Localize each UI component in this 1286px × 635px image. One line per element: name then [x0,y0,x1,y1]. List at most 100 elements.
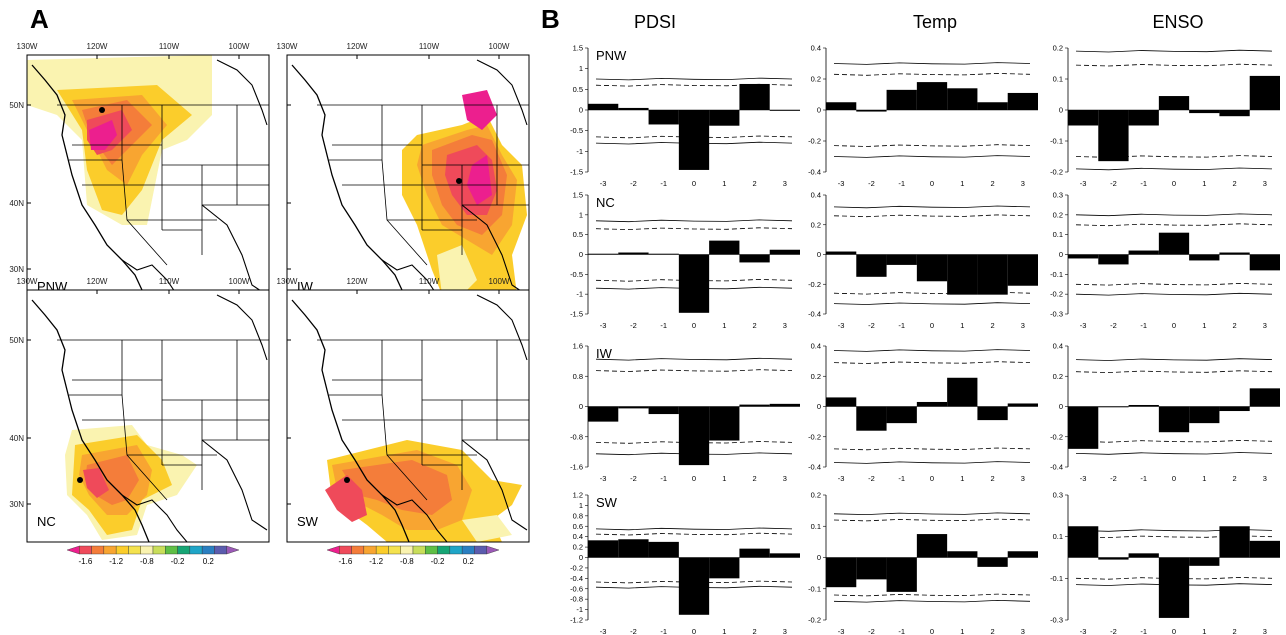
x-tick-label: 0 [1172,627,1176,635]
lon-label: 100W [489,42,510,51]
colorbar-cell [140,545,154,555]
map-frame [286,289,530,543]
x-tick-label: -1 [898,627,905,635]
bar [588,406,619,422]
lon-label: 110W [159,42,180,51]
y-tick-label: 0 [817,553,821,562]
x-tick-label: 3 [783,474,787,483]
y-tick-label: 0.1 [1053,75,1063,84]
x-tick-label: 3 [783,627,787,635]
lake-shore [216,59,268,126]
lower-95-line [1075,282,1273,286]
colorbar-cell [437,545,451,555]
x-tick-label: 1 [960,474,964,483]
x-tick-label: 2 [990,179,994,188]
bar [1219,526,1250,558]
colorbar-tick: 0.2 [203,557,215,566]
bar [856,254,887,277]
bar [618,539,649,558]
x-tick-label: 1 [1202,474,1206,483]
y-tick-label: 0 [1059,250,1063,259]
x-tick-label: 3 [1021,321,1025,330]
y-tick-label: -0.2 [1050,432,1063,441]
y-tick-label: -0.2 [1050,290,1063,299]
lake-shore [476,59,528,126]
chart-sw-enso: 0.3 0.1 -0.1 -0.3 -3 -2 -1 0 1 2 3 [1050,491,1280,635]
y-tick-label: 0.4 [811,191,821,200]
y-tick-label: -0.1 [808,584,821,593]
x-tick-label: 2 [990,474,994,483]
colorbar-cell [461,545,475,555]
bar [618,252,649,255]
bar [1007,92,1038,110]
bar [826,557,857,588]
x-tick-label: 1 [960,179,964,188]
contour-fill [83,468,109,498]
bar [916,82,948,110]
y-tick-label: 1.5 [573,191,583,200]
bar [1189,406,1220,424]
bar [977,406,1008,421]
lat-label: 50N [9,101,24,110]
map-content [287,55,529,307]
map-content [287,290,529,542]
upper-99-line [1075,213,1273,217]
chart-sw-temp: 0.2 0.1 0 -0.1 -0.2 -3 -2 -1 0 1 2 3 [808,491,1038,635]
map-region-label: SW [297,514,319,529]
bar [826,251,857,255]
y-tick-label: 0.1 [811,522,821,531]
bar [1098,406,1129,408]
y-tick-label: 0.2 [811,75,821,84]
bar [947,377,978,407]
coastline [291,64,410,307]
x-tick-label: 2 [1232,474,1236,483]
y-tick-label: 0.5 [573,230,583,239]
lower-99-line [833,461,1031,464]
colorbar-cell [449,545,463,555]
bar [709,240,740,255]
chart-region-label: PNW [596,48,627,63]
x-tick-label: 1 [1202,321,1206,330]
x-tick-label: -2 [1110,321,1117,330]
bar [678,557,710,615]
lower-99-line [1075,583,1273,586]
x-tick-label: 2 [990,627,994,635]
bar [1189,254,1220,261]
x-tick-label: 0 [930,627,934,635]
bar [769,110,800,111]
x-tick-label: 3 [1263,179,1267,188]
x-tick-label: 0 [692,179,696,188]
x-tick-label: -3 [1080,474,1087,483]
upper-95-line [595,369,793,372]
x-tick-label: -2 [868,179,875,188]
x-tick-label: 0 [692,627,696,635]
lower-95-line [1075,439,1273,443]
y-tick-label: 1 [579,501,583,510]
x-tick-label: -3 [838,321,845,330]
lat-label: 30N [9,500,24,509]
chart-nc-temp: 0.4 0.2 0 -0.2 -0.4 -3 -2 -1 0 1 2 3 [808,191,1038,330]
y-tick-label: 0.6 [573,522,583,531]
x-tick-label: -3 [600,321,607,330]
lower-95-line [595,580,793,584]
y-tick-label: 1.5 [573,44,583,53]
lat-label: 50N [9,336,24,345]
bar [678,406,710,466]
x-tick-label: 1 [1202,627,1206,635]
bar [1128,404,1159,407]
site-marker [77,477,83,483]
lon-label: 130W [17,277,38,286]
y-tick-label: -1 [576,147,583,156]
x-tick-label: -1 [660,321,667,330]
x-tick-label: -3 [1080,179,1087,188]
upper-99-line [833,349,1031,352]
bar [1189,557,1220,566]
y-tick-label: -0.4 [1050,463,1063,472]
x-tick-label: 2 [990,321,994,330]
bar [1158,557,1190,618]
lon-label: 100W [489,277,510,286]
bar [618,406,649,409]
x-tick-label: 3 [1021,627,1025,635]
x-tick-label: -1 [898,321,905,330]
upper-95-line [833,72,1031,76]
